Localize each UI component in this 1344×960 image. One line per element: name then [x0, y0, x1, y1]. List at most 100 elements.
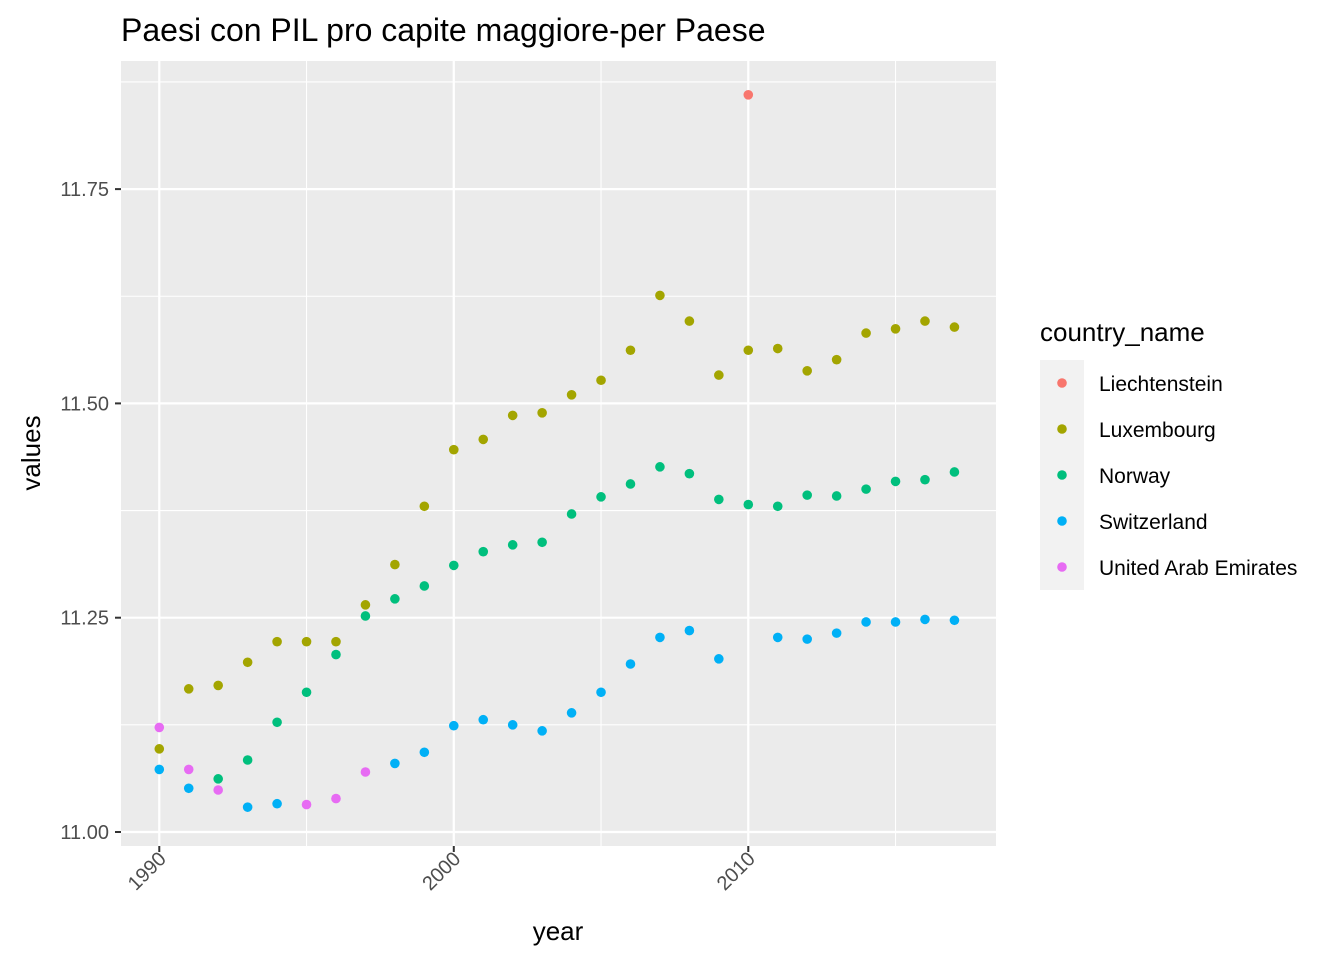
data-point: [537, 726, 547, 736]
data-point: [360, 611, 371, 621]
data-point: [419, 581, 430, 591]
data-point: [802, 366, 812, 376]
data-point: [684, 316, 695, 326]
data-point: [360, 767, 371, 777]
data-point: [714, 654, 724, 664]
data-point: [390, 758, 400, 769]
data-point: [478, 546, 489, 557]
data-point: [390, 559, 400, 570]
data-point: [242, 657, 253, 668]
data-point: [625, 345, 636, 356]
legend-marker: [1057, 516, 1067, 526]
data-point: [861, 484, 871, 494]
data-point: [655, 632, 665, 643]
data-point: [331, 649, 341, 660]
plot-panel: [121, 61, 996, 846]
data-point: [213, 785, 223, 795]
data-point: [949, 322, 960, 332]
data-point: [390, 594, 400, 604]
data-point: [448, 720, 459, 731]
data-point: [419, 747, 430, 758]
data-point: [831, 628, 842, 638]
y-tick-label: 11.00: [60, 822, 109, 844]
x-tick-label: 2000: [418, 848, 465, 895]
data-point: [507, 410, 518, 421]
data-point: [242, 802, 253, 812]
data-point: [949, 467, 960, 477]
data-point: [802, 490, 812, 500]
data-point: [890, 324, 901, 334]
legend-label: United Arab Emirates: [1099, 557, 1297, 580]
data-point: [272, 798, 282, 809]
data-point: [920, 316, 930, 326]
legend-marker: [1057, 562, 1067, 572]
x-axis-title: year: [533, 916, 584, 946]
data-point: [920, 614, 930, 625]
y-tick-label: 11.25: [60, 608, 109, 630]
legend-marker: [1057, 470, 1067, 480]
y-tick-label: 11.50: [60, 393, 109, 415]
x-tick-label: 2010: [713, 848, 760, 895]
data-point: [448, 444, 459, 455]
legend-marker: [1057, 378, 1067, 388]
data-point: [154, 722, 165, 733]
data-point: [183, 783, 194, 794]
x-axis: 1990 2000 2010: [124, 846, 760, 895]
data-point: [448, 560, 459, 571]
legend-label: Liechtenstein: [1099, 373, 1223, 396]
y-axis: 11.00 11.25 11.50 11.75: [60, 179, 121, 844]
y-tick-label: 11.75: [60, 179, 109, 201]
legend-label: Norway: [1099, 465, 1171, 488]
data-point: [507, 540, 518, 550]
data-point: [183, 764, 194, 775]
data-point: [655, 290, 665, 301]
data-point: [272, 636, 282, 647]
data-point: [301, 687, 312, 698]
data-point: [625, 659, 636, 669]
data-point: [596, 492, 606, 502]
data-point: [360, 600, 371, 610]
legend: country_name Liechtenstein Luxembourg Norw…: [1040, 317, 1297, 590]
data-point: [772, 343, 783, 354]
minor-gridlines: [121, 61, 996, 846]
data-point: [596, 375, 606, 386]
data-point: [478, 714, 489, 725]
chart-title: Paesi con PIL pro capite maggiore-per Pa…: [121, 12, 766, 48]
data-point: [831, 491, 842, 501]
data-point: [537, 537, 547, 548]
data-point: [478, 434, 489, 445]
data-points: [154, 90, 960, 812]
data-point: [920, 474, 930, 485]
data-point: [772, 501, 783, 512]
data-point: [802, 634, 812, 644]
data-point: [890, 617, 901, 627]
data-point: [213, 774, 223, 784]
data-point: [566, 390, 577, 400]
data-point: [566, 509, 577, 519]
data-point: [743, 90, 754, 100]
data-point: [949, 615, 960, 626]
data-point: [714, 494, 724, 505]
data-point: [743, 345, 754, 356]
data-point: [596, 687, 606, 698]
data-point: [743, 499, 754, 510]
data-point: [242, 755, 253, 765]
data-point: [331, 793, 341, 804]
data-point: [419, 501, 430, 512]
data-point: [154, 764, 165, 775]
x-tick-label: 1990: [124, 848, 171, 895]
legend-title: country_name: [1040, 317, 1205, 347]
legend-label: Luxembourg: [1099, 419, 1216, 442]
legend-label: Switzerland: [1099, 511, 1208, 534]
data-point: [772, 632, 783, 643]
y-axis-title: values: [16, 415, 46, 490]
data-point: [684, 625, 695, 636]
data-point: [507, 720, 518, 730]
data-point: [331, 636, 341, 647]
data-point: [684, 468, 695, 479]
data-point: [301, 799, 312, 810]
data-point: [861, 617, 871, 627]
data-point: [890, 476, 901, 487]
data-point: [861, 328, 871, 338]
